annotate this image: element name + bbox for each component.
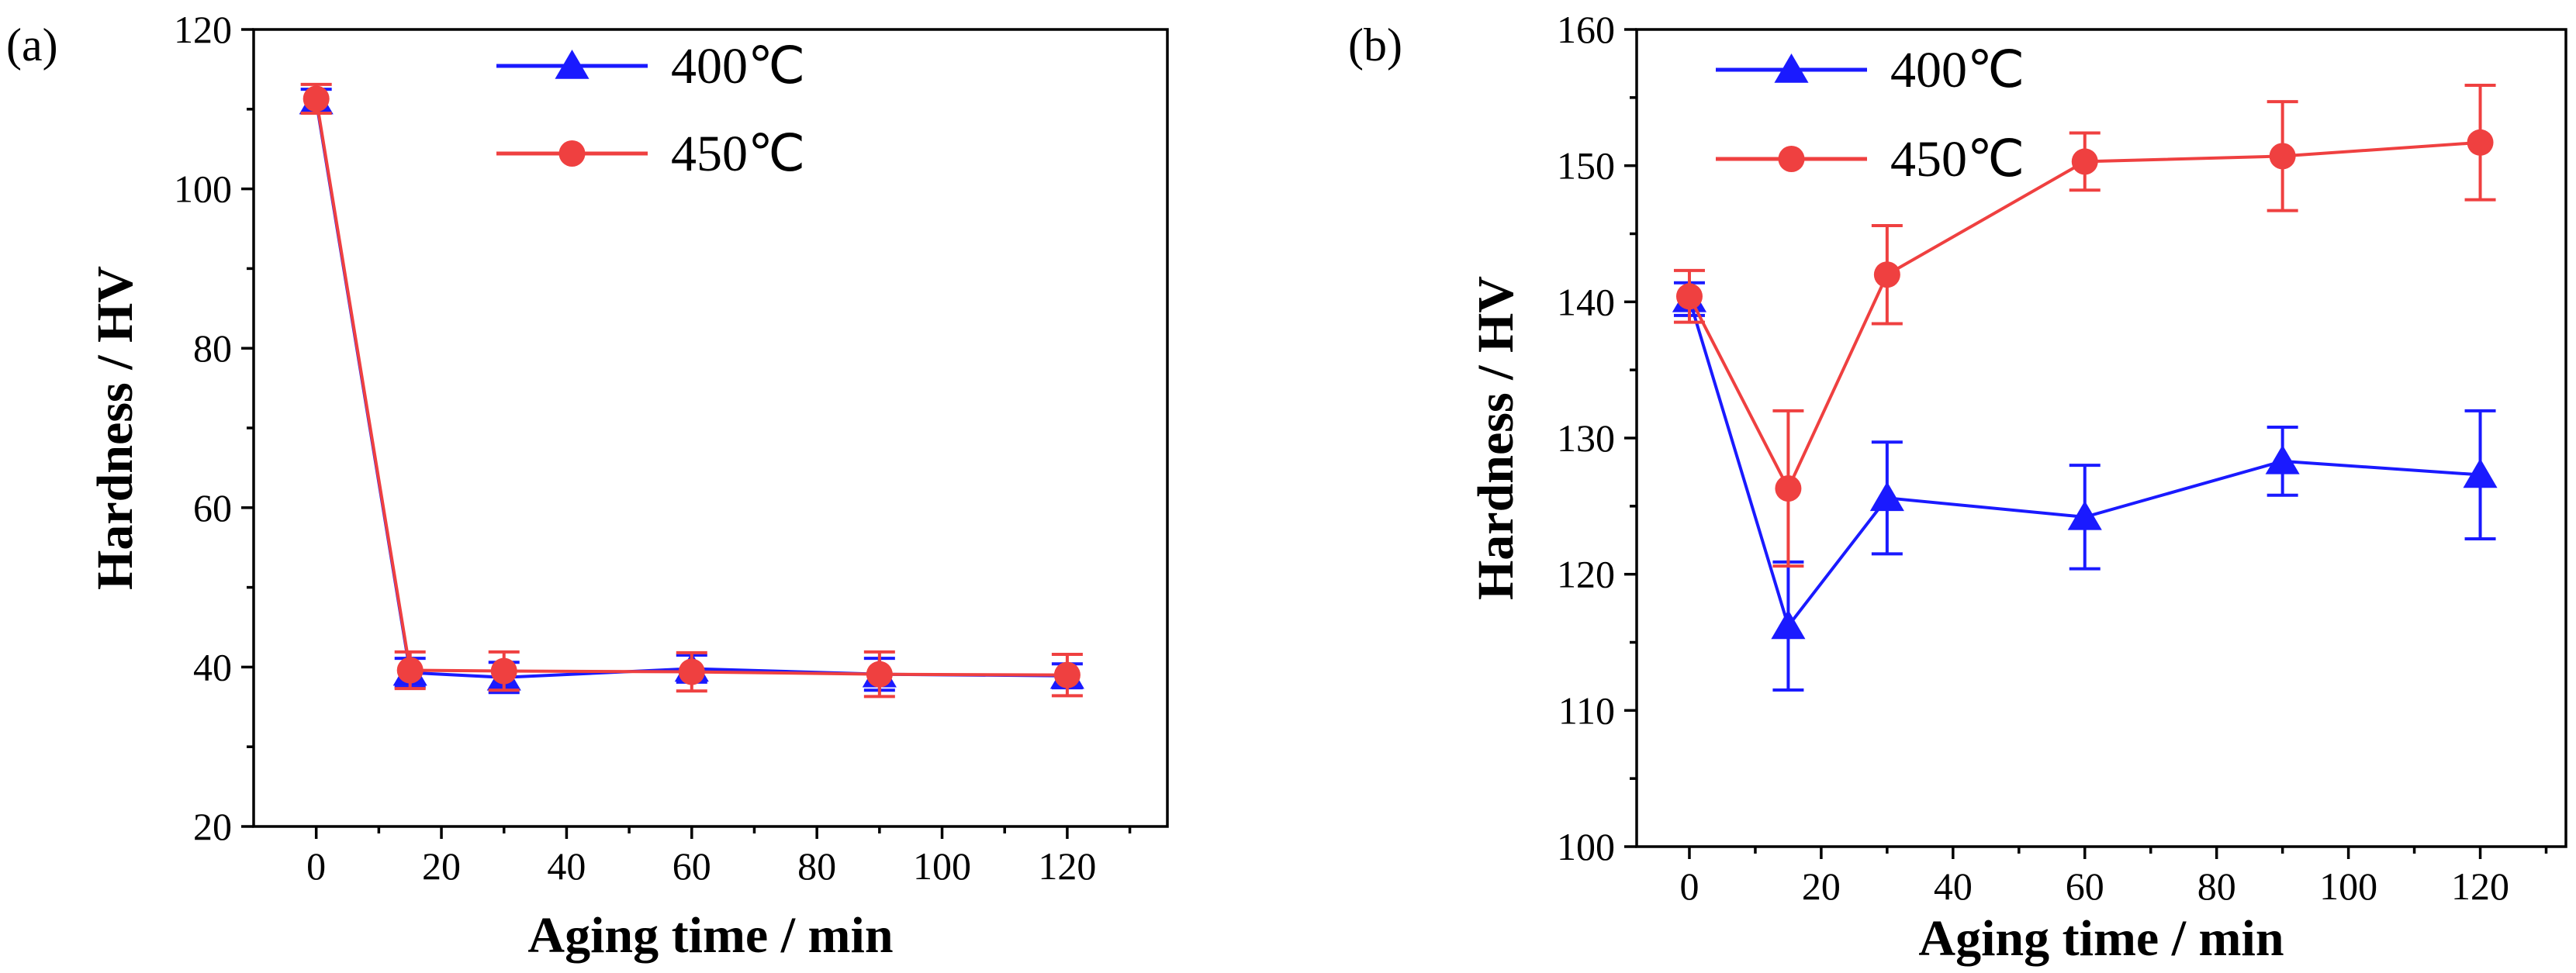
panel-b-y-tick-label: 160 xyxy=(1557,8,1615,51)
panel-b-y-axis-title: Hardness / HV xyxy=(1468,276,1524,600)
panel-a-data-point xyxy=(866,661,893,688)
panel-a-series-line xyxy=(314,98,1067,677)
panel-a-x-tick-label: 20 xyxy=(422,844,461,888)
panel-b-x-tick-label: 60 xyxy=(2066,864,2104,908)
panel-b-y-tick-label: 110 xyxy=(1558,688,1615,732)
panel-a-legend-label: 400℃ xyxy=(671,38,805,95)
panel-b-legend-entry-1: 400℃ xyxy=(1716,42,2024,98)
panel-a-legend-entry-1: 400℃ xyxy=(496,38,805,95)
panel-b-y-tick-label: 150 xyxy=(1557,144,1615,188)
panel-b-legend-entry-2: 450℃ xyxy=(1716,131,2024,188)
panel-a-legend-marker xyxy=(558,140,586,167)
panel-a-x-tick-label: 40 xyxy=(547,844,586,888)
panel-a-series-line xyxy=(314,101,1067,679)
panel-b-data-point xyxy=(2067,500,2102,530)
panel-a-x-tick-label: 120 xyxy=(1038,844,1096,888)
panel-a-y-tick-label: 120 xyxy=(174,8,232,51)
panel-a-y-tick-label: 100 xyxy=(174,167,232,211)
panel-a-data-point xyxy=(303,85,330,112)
panel-b-label: (b) xyxy=(1348,19,1402,71)
panel-b-legend-label: 450℃ xyxy=(1890,131,2024,188)
panel-a-data-point xyxy=(678,658,705,685)
panel-a-y-axis-title: Hardness / HV xyxy=(87,266,143,590)
panel-a-x-tick-label: 0 xyxy=(306,844,326,888)
panel-b-x-tick-label: 100 xyxy=(2319,864,2377,908)
panel-a-x-axis-title: Aging time / min xyxy=(527,907,893,964)
panel-a-legend-entry-2: 450℃ xyxy=(496,126,805,182)
panel-a-y-tick-label: 80 xyxy=(193,326,232,370)
panel-b-y-tick-label: 120 xyxy=(1557,553,1615,596)
panel-b-x-tick-label: 0 xyxy=(1679,864,1699,908)
panel-b-data-point xyxy=(1873,261,1900,288)
panel-b-series-1 xyxy=(1672,281,2498,692)
panel-a-legend-label: 450℃ xyxy=(671,126,805,182)
panel-b-data-point xyxy=(2467,129,2494,156)
panel-b-y-tick-label: 140 xyxy=(1557,280,1615,323)
panel-b-data-point xyxy=(2265,444,2300,474)
panel-b-x-tick-label: 80 xyxy=(2197,864,2236,908)
panel-b-legend-marker xyxy=(1778,146,1805,172)
panel-b-x-tick-label: 120 xyxy=(2451,864,2509,908)
panel-b-chart: 0 20 40 60 80 100 120 100 110 120 130 140 150 160 Agin… xyxy=(1348,8,2567,967)
panel-a-y-tick-label: 60 xyxy=(193,486,232,530)
panel-b-x-tick-label: 40 xyxy=(1934,864,1973,908)
panel-b-data-point xyxy=(1771,609,1806,640)
panel-b-data-point xyxy=(2463,458,2498,488)
panel-a-legend-marker xyxy=(555,50,590,79)
panel-a-x-tick-label: 100 xyxy=(913,844,971,888)
panel-b-data-point xyxy=(2071,148,2098,175)
panel-a-label: (a) xyxy=(6,19,58,71)
panel-a-x-tick-label: 80 xyxy=(797,844,836,888)
panel-a-data-point xyxy=(396,657,424,684)
panel-a-series-2 xyxy=(300,82,1083,699)
panel-a-x-tick-label: 60 xyxy=(673,844,711,888)
panel-b-data-point xyxy=(1775,474,1802,502)
panel-b-y-tick-label: 100 xyxy=(1557,825,1615,868)
panel-b-legend-marker xyxy=(1774,53,1809,83)
panel-b-series-line xyxy=(1688,140,2481,492)
panel-a-data-point xyxy=(1053,661,1081,688)
panel-b-series-line xyxy=(1688,298,2481,630)
panel-a-y-tick-label: 40 xyxy=(193,645,232,688)
panel-b-legend-label: 400℃ xyxy=(1890,42,2024,98)
panel-a-y-tick-label: 20 xyxy=(193,805,232,848)
panel-b-series-2 xyxy=(1673,84,2496,568)
panel-a-data-point xyxy=(490,657,517,685)
panel-b-x-axis-title: Aging time / min xyxy=(1918,910,2284,967)
panel-b-y-tick-label: 130 xyxy=(1557,416,1615,460)
panel-b-data-point xyxy=(1675,283,1703,310)
panel-b-plot-frame xyxy=(1635,28,2567,848)
panel-b-data-point xyxy=(1869,481,1904,512)
panel-b-x-tick-label: 20 xyxy=(1802,864,1841,908)
panel-b-data-point xyxy=(2269,143,2296,170)
panel-a-chart: 0 20 40 60 80 100 120 20 40 60 80 100 120 Aging time … xyxy=(6,8,1169,964)
